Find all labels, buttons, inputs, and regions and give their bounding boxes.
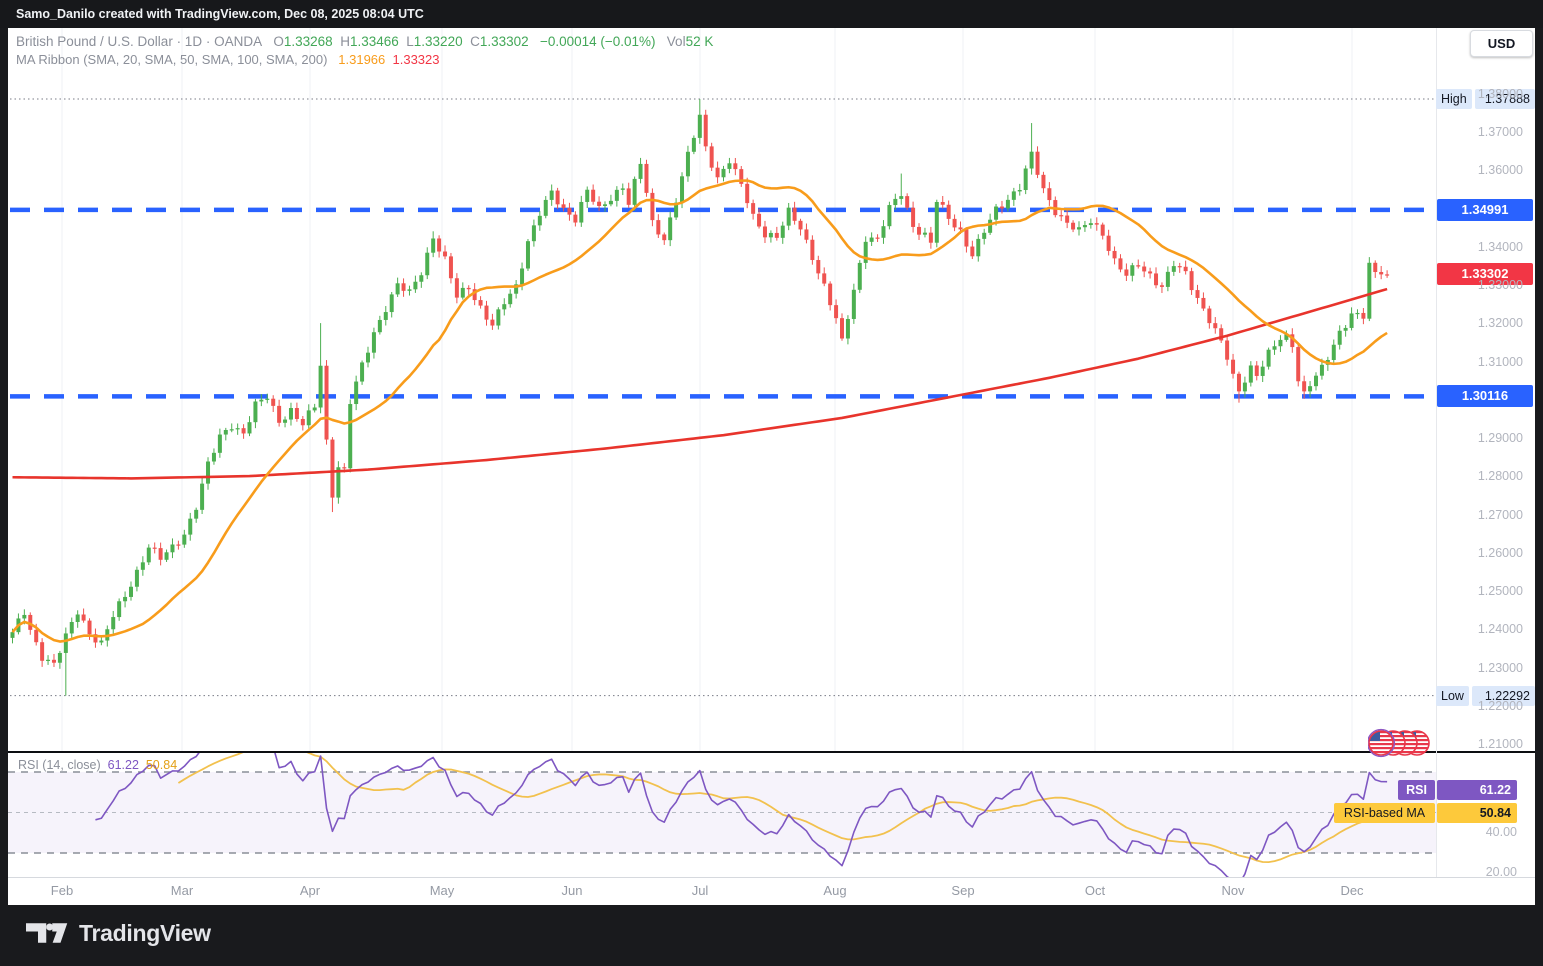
price-axis-tick: 1.36000 xyxy=(1477,163,1523,178)
low-price-value: 1.22292 xyxy=(1471,685,1535,706)
rsi-value-badge: 61.22 xyxy=(1437,780,1517,800)
price-axis-tick: 1.22000 xyxy=(1477,698,1523,713)
chart-panel-background xyxy=(8,28,1535,905)
rsi-header-value: 61.22 xyxy=(107,758,139,772)
time-axis-border xyxy=(8,877,1535,878)
tradingview-logo[interactable]: TradingView xyxy=(26,919,211,947)
attribution-bar: Samo_Danilo created with TradingView.com… xyxy=(0,0,1543,28)
currency-flags-icon xyxy=(1368,728,1430,758)
rsi-badge: RSI xyxy=(1398,780,1435,800)
open-value: 1.33268 xyxy=(283,34,333,49)
price-chart-pane xyxy=(10,28,1434,751)
time-axis-month-label: Apr xyxy=(299,883,321,898)
price-axis-tick: 1.33000 xyxy=(1477,278,1523,292)
pane-separator[interactable] xyxy=(8,751,1535,753)
high-price-value: 1.37888 xyxy=(1474,89,1535,110)
close-value: 1.33302 xyxy=(479,34,529,49)
rsi-indicator-pane xyxy=(8,753,1436,877)
open-label: O xyxy=(273,34,284,49)
indicator-sma-slow-value: 1.33323 xyxy=(392,52,440,67)
rsi-ma-value-badge: 50.84 xyxy=(1437,803,1517,823)
symbol-header: British Pound / U.S. Dollar · 1D · OANDA… xyxy=(16,34,713,49)
price-axis-border xyxy=(1436,28,1437,877)
rsi-based-ma-badge: RSI-based MA xyxy=(1334,803,1435,823)
price-axis-tick: 1.21000 xyxy=(1477,737,1523,751)
rsi-header: RSI (14, close) 61.22 50.84 xyxy=(18,758,177,772)
attribution-text: Samo_Danilo created with TradingView.com… xyxy=(16,7,424,21)
change-value: −0.00014 (−0.01%) xyxy=(539,34,656,49)
low-price-label: Low xyxy=(1436,685,1469,706)
time-axis-month-label: Jun xyxy=(561,883,583,898)
time-axis-month-label: Jul xyxy=(691,883,709,898)
price-axis-tick: 1.24000 xyxy=(1477,622,1523,637)
time-axis-month-label: Nov xyxy=(1221,883,1245,898)
rsi-axis-tick: 40.00 xyxy=(1485,824,1517,839)
symbol-title: British Pound / U.S. Dollar · 1D · OANDA xyxy=(16,34,263,49)
rsi-ma-header-value: 50.84 xyxy=(145,758,178,772)
indicator-sma-fast-value: 1.31966 xyxy=(338,52,386,67)
tradingview-logo-icon xyxy=(26,923,68,943)
time-axis-month-label: Oct xyxy=(1084,883,1106,898)
volume-value: 52 K xyxy=(685,34,714,49)
rsi-title-text: RSI (14, close) xyxy=(18,758,101,772)
time-axis-month-label: Dec xyxy=(1340,883,1364,898)
price-axis-tick: 1.23000 xyxy=(1477,660,1523,675)
price-axis-tick: 1.25000 xyxy=(1477,584,1523,598)
price-axis-tick: 1.27000 xyxy=(1477,507,1523,522)
last-price-badge: 1.33302 xyxy=(1437,263,1533,286)
price-axis-tick: 1.31000 xyxy=(1477,354,1523,369)
lower-level-price-badge: 1.30116 xyxy=(1437,385,1533,408)
rsi-axis-tick: 20.00 xyxy=(1485,865,1517,880)
close-label: C xyxy=(470,34,480,49)
upper-level-price-badge: 1.34991 xyxy=(1437,198,1533,221)
time-axis-month-label: May xyxy=(429,883,455,898)
currency-toggle-button[interactable]: USD xyxy=(1470,30,1533,57)
time-axis-month-label: Sep xyxy=(951,883,975,898)
tradingview-logo-text: TradingView xyxy=(79,919,211,946)
price-axis-tick: 1.37000 xyxy=(1477,125,1523,139)
time-axis-month-label: Aug xyxy=(823,883,847,898)
low-value: 1.33220 xyxy=(413,34,463,49)
time-axis-month-label: Mar xyxy=(170,883,194,898)
price-axis-tick: 1.38000 xyxy=(1477,86,1523,101)
high-price-label: High xyxy=(1436,89,1472,110)
price-axis-tick: 1.29000 xyxy=(1477,431,1523,445)
low-price-row: Low 1.22292 xyxy=(1436,685,1535,706)
price-axis-tick: 1.34000 xyxy=(1477,239,1523,254)
time-axis-month-label: Feb xyxy=(50,883,74,898)
price-axis-tick: 1.26000 xyxy=(1477,545,1523,560)
price-axis-tick: 1.32000 xyxy=(1477,316,1523,331)
indicator-header: MA Ribbon (SMA, 20, SMA, 50, SMA, 100, S… xyxy=(16,52,440,67)
price-axis-tick: 1.28000 xyxy=(1477,469,1523,484)
currency-toggle-label: USD xyxy=(1487,36,1516,51)
high-label: H xyxy=(340,34,350,49)
high-value: 1.33466 xyxy=(349,34,399,49)
low-label: L xyxy=(406,34,414,49)
volume-label: Vol xyxy=(666,34,686,49)
high-price-row: High 1.37888 xyxy=(1436,89,1535,110)
indicator-name: MA Ribbon (SMA, 20, SMA, 50, SMA, 100, S… xyxy=(16,52,328,67)
